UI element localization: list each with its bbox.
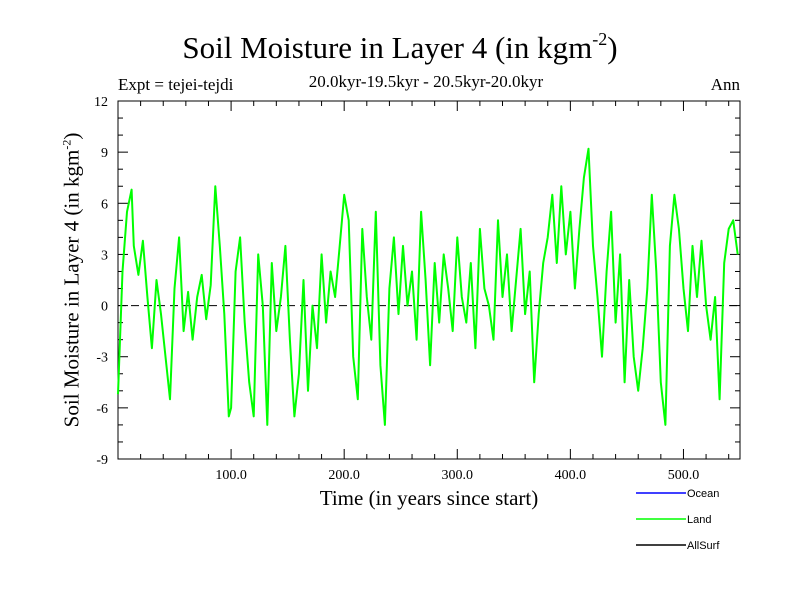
chart-subtitle: 20.0kyr-19.5kyr - 20.5kyr-20.0kyr [308,72,544,91]
y-tick-label: 3 [101,248,108,263]
x-tick-label: 400.0 [555,468,587,483]
legend: Ocean Land AllSurf [636,488,720,552]
legend-label-ocean: Ocean [687,488,719,500]
axes-layer: 100.0 200.0 300.0 400.0 500.0 -9 -6 -3 0 3 6 9 12 [94,95,741,483]
legend-label-allsurf: AllSurf [687,540,720,552]
x-tick-label: 200.0 [328,468,360,483]
y-axis-label: Soil Moisture in Layer 4 (in kgm-2) [59,132,84,428]
y-tick-label: 0 [101,300,108,315]
x-tick-label: 100.0 [215,468,247,483]
x-tick-label: 500.0 [668,468,700,483]
y-tick-label: -9 [96,453,108,468]
season-label: Ann [710,75,740,94]
series-layer [117,147,739,426]
x-tick-label: 300.0 [442,468,474,483]
series-line-land [117,147,739,426]
y-tick-label: 6 [101,197,108,212]
experiment-label: Expt = tejei-tejdi [118,75,234,94]
legend-label-land: Land [687,514,711,526]
title-superscript: -2 [592,28,608,49]
y-tick-label: -6 [96,402,108,417]
x-axis-label: Time (in years since start) [319,486,539,510]
chart-title: Soil Moisture in Layer 4 (in kgm-2) [182,28,618,65]
y-tick-label: 9 [101,146,108,161]
plot-frame [117,100,741,460]
y-axis-label-superscript: -2 [59,139,74,150]
y-tick-label: -3 [96,351,108,366]
y-tick-label: 12 [94,95,108,110]
